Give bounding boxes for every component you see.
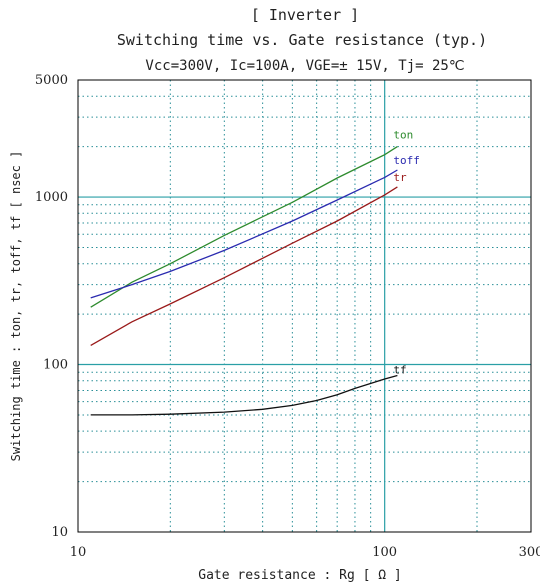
plot-frame (77, 79, 532, 533)
chart-title-line-3: Vcc=300V, Ic=100A, VGE=± 15V, Tj= 25℃ (145, 58, 464, 74)
chart-title-line-1: [ Inverter ] (251, 6, 359, 24)
tick-labels: 10 100 300 10 100 1000 5000 (35, 73, 540, 560)
y-tick-label: 5000 (35, 73, 68, 88)
series-label-toff: toff (393, 154, 420, 167)
y-tick-label: 100 (43, 358, 68, 373)
series-label-tf: tf (393, 364, 406, 377)
y-axis-label: Switching time : ton, tr, toff, tf [ nse… (9, 151, 23, 462)
series-labels: ton toff tr tf (393, 129, 420, 377)
x-tick-label: 100 (372, 545, 397, 560)
grid-lines (78, 80, 531, 532)
chart-title-line-2: Switching time vs. Gate resistance (typ.… (117, 31, 487, 49)
series-line-ton (90, 146, 398, 308)
y-tick-label: 10 (51, 525, 68, 540)
x-tick-label: 10 (70, 545, 87, 560)
y-tick-label: 1000 (35, 190, 68, 205)
x-tick-label: 300 (519, 545, 540, 560)
series-label-tr: tr (393, 171, 407, 184)
series-line-tr (90, 186, 398, 346)
series-line-toff (90, 169, 398, 299)
series-lines (90, 146, 398, 416)
series-line-tf (90, 374, 398, 416)
series-label-ton: ton (393, 129, 413, 142)
x-axis-label: Gate resistance : Rg [ Ω ] (198, 568, 402, 583)
